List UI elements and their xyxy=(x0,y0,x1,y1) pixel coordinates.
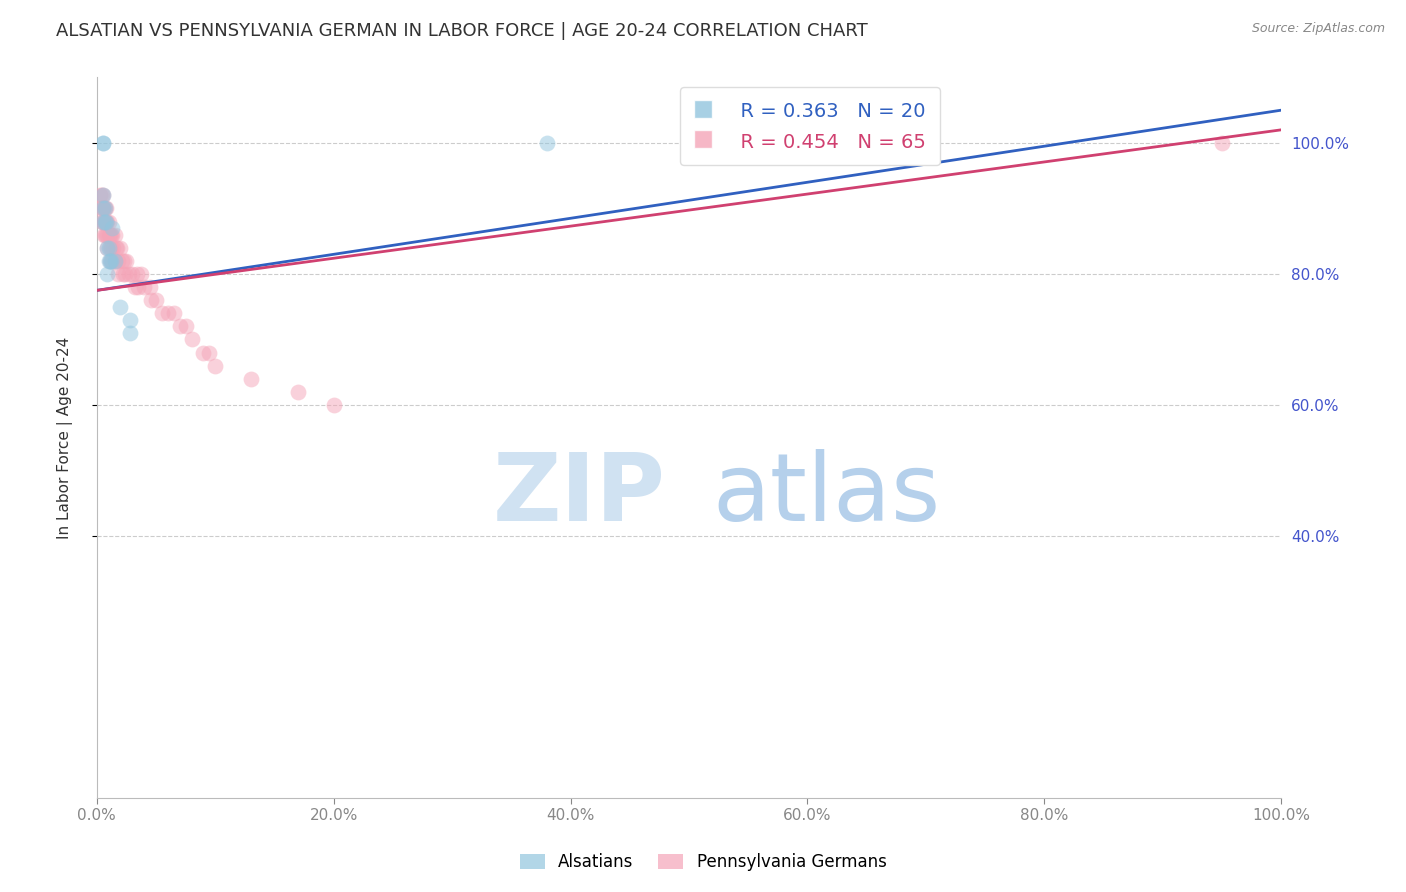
Point xyxy=(107,253,129,268)
Point xyxy=(111,267,134,281)
Point xyxy=(115,253,138,268)
Point xyxy=(169,319,191,334)
Point xyxy=(139,280,162,294)
Point xyxy=(97,253,120,268)
Point xyxy=(127,280,149,294)
Point xyxy=(111,253,134,268)
Point xyxy=(100,227,122,242)
Point xyxy=(145,293,167,308)
Point xyxy=(110,241,132,255)
Point xyxy=(204,359,226,373)
Point xyxy=(101,227,124,242)
Point xyxy=(125,267,148,281)
Text: atlas: atlas xyxy=(713,450,941,541)
Point xyxy=(536,136,558,150)
Point xyxy=(129,267,152,281)
Point xyxy=(94,227,117,242)
Point xyxy=(112,253,135,268)
Point xyxy=(96,214,118,228)
Point xyxy=(97,227,120,242)
Point xyxy=(90,202,112,216)
Point xyxy=(91,188,114,202)
Point xyxy=(91,136,114,150)
Point xyxy=(107,267,129,281)
Point xyxy=(91,136,114,150)
Point xyxy=(96,241,118,255)
Point xyxy=(97,214,120,228)
Point xyxy=(103,241,125,255)
Point xyxy=(98,253,121,268)
Point xyxy=(100,253,122,268)
Point xyxy=(94,202,117,216)
Point xyxy=(118,267,141,281)
Point xyxy=(118,313,141,327)
Point xyxy=(91,188,114,202)
Point xyxy=(100,241,122,255)
Point xyxy=(96,214,118,228)
Point xyxy=(98,253,121,268)
Point xyxy=(198,345,221,359)
Point xyxy=(114,267,136,281)
Point xyxy=(98,241,121,255)
Point xyxy=(93,202,115,216)
Point xyxy=(134,280,156,294)
Point xyxy=(96,241,118,255)
Point xyxy=(163,306,186,320)
Point xyxy=(93,227,115,242)
Legend:   R = 0.363   N = 20,   R = 0.454   N = 65: R = 0.363 N = 20, R = 0.454 N = 65 xyxy=(679,87,939,165)
Point xyxy=(94,202,117,216)
Point xyxy=(174,319,197,334)
Point xyxy=(96,267,118,281)
Point xyxy=(89,202,111,216)
Point xyxy=(103,253,125,268)
Point xyxy=(104,241,127,255)
Text: ZIP: ZIP xyxy=(492,450,665,541)
Point xyxy=(1211,136,1233,150)
Y-axis label: In Labor Force | Age 20-24: In Labor Force | Age 20-24 xyxy=(58,336,73,539)
Point xyxy=(110,300,132,314)
Point xyxy=(124,280,146,294)
Point xyxy=(91,214,114,228)
Point xyxy=(91,214,114,228)
Point xyxy=(89,188,111,202)
Text: ALSATIAN VS PENNSYLVANIA GERMAN IN LABOR FORCE | AGE 20-24 CORRELATION CHART: ALSATIAN VS PENNSYLVANIA GERMAN IN LABOR… xyxy=(56,22,868,40)
Point xyxy=(141,293,163,308)
Point xyxy=(96,227,118,242)
Point xyxy=(96,214,118,228)
Point xyxy=(322,398,344,412)
Point xyxy=(93,214,115,228)
Point xyxy=(98,227,121,242)
Point xyxy=(103,253,125,268)
Point xyxy=(101,253,124,268)
Point xyxy=(150,306,173,320)
Point xyxy=(90,188,112,202)
Point xyxy=(287,384,309,399)
Point xyxy=(94,214,117,228)
Point xyxy=(101,221,124,235)
Point xyxy=(103,227,125,242)
Point xyxy=(91,202,114,216)
Point xyxy=(193,345,215,359)
Point xyxy=(94,214,117,228)
Point xyxy=(96,202,118,216)
Point xyxy=(121,267,143,281)
Point xyxy=(156,306,179,320)
Point xyxy=(90,214,112,228)
Point xyxy=(118,326,141,340)
Point xyxy=(239,372,262,386)
Point xyxy=(97,241,120,255)
Point xyxy=(96,227,118,242)
Point xyxy=(105,241,128,255)
Point xyxy=(91,202,114,216)
Legend: Alsatians, Pennsylvania Germans: Alsatians, Pennsylvania Germans xyxy=(512,845,894,880)
Point xyxy=(180,333,202,347)
Text: Source: ZipAtlas.com: Source: ZipAtlas.com xyxy=(1251,22,1385,36)
